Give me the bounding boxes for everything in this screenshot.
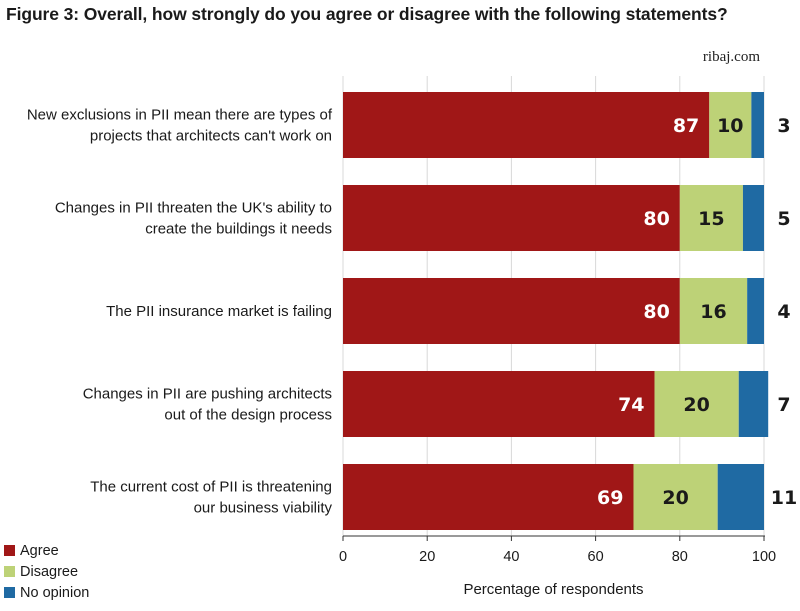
chart-title: Figure 3: Overall, how strongly do you a… bbox=[6, 4, 728, 24]
source-credit: ribaj.com bbox=[702, 49, 760, 65]
bar-agree-0 bbox=[343, 92, 710, 158]
bar-agree-3 bbox=[343, 371, 655, 437]
bar-no-opinion-4 bbox=[717, 464, 764, 530]
bar-agree-4 bbox=[343, 464, 634, 530]
value-label-agree-2: 80 bbox=[643, 301, 669, 323]
bar-disagree-0 bbox=[709, 92, 752, 158]
category-label-3-0: Changes in PII are pushing architects bbox=[83, 386, 332, 403]
bar-agree-2 bbox=[343, 278, 680, 344]
x-axis-title: Percentage of respondents bbox=[463, 581, 643, 598]
value-label-disagree-4: 20 bbox=[662, 487, 688, 509]
legend: Agree Disagree No opinion bbox=[4, 540, 89, 603]
x-tick-label-0: 0 bbox=[339, 549, 347, 565]
x-tick-label-100: 100 bbox=[752, 549, 776, 565]
bar-disagree-3 bbox=[654, 371, 739, 437]
x-tick-label-80: 80 bbox=[672, 549, 688, 565]
bar-disagree-4 bbox=[633, 464, 718, 530]
value-label-disagree-2: 16 bbox=[700, 301, 726, 323]
value-label-no-opinion-0: 3 bbox=[777, 115, 790, 137]
legend-label-no-opinion: No opinion bbox=[20, 584, 90, 601]
legend-item-agree: Agree bbox=[4, 540, 89, 561]
category-label-1-1: create the buildings it needs bbox=[145, 221, 332, 238]
legend-label-disagree: Disagree bbox=[20, 563, 79, 580]
legend-item-no-opinion: No opinion bbox=[4, 582, 89, 603]
category-label-0-1: projects that architects can't work on bbox=[90, 128, 332, 145]
bar-no-opinion-3 bbox=[738, 371, 769, 437]
category-label-0-0: New exclusions in PII mean there are typ… bbox=[27, 107, 333, 124]
bar-disagree-1 bbox=[679, 185, 743, 251]
legend-swatch-agree bbox=[4, 545, 15, 556]
legend-swatch-disagree bbox=[4, 566, 15, 577]
category-label-4-1: our business viability bbox=[194, 500, 333, 517]
category-label-1-0: Changes in PII threaten the UK's ability… bbox=[55, 200, 332, 217]
bar-agree-1 bbox=[343, 185, 680, 251]
value-label-agree-0: 87 bbox=[673, 115, 699, 137]
value-label-disagree-3: 20 bbox=[683, 394, 709, 416]
value-label-disagree-1: 15 bbox=[698, 208, 724, 230]
legend-label-agree: Agree bbox=[20, 542, 59, 559]
value-label-no-opinion-1: 5 bbox=[777, 208, 790, 230]
x-tick-label-60: 60 bbox=[588, 549, 604, 565]
bar-no-opinion-0 bbox=[751, 92, 764, 158]
x-tick-label-40: 40 bbox=[503, 549, 519, 565]
value-label-agree-3: 74 bbox=[618, 394, 644, 416]
category-label-4-0: The current cost of PII is threatening bbox=[90, 479, 332, 496]
legend-item-disagree: Disagree bbox=[4, 561, 89, 582]
category-label-2-0: The PII insurance market is failing bbox=[106, 303, 332, 320]
bar-no-opinion-1 bbox=[742, 185, 764, 251]
value-label-no-opinion-3: 7 bbox=[777, 394, 790, 416]
category-label-3-1: out of the design process bbox=[164, 407, 332, 424]
value-label-agree-4: 69 bbox=[597, 487, 623, 509]
bar-disagree-2 bbox=[679, 278, 748, 344]
legend-swatch-no-opinion bbox=[4, 587, 15, 598]
bar-no-opinion-2 bbox=[747, 278, 764, 344]
value-label-no-opinion-4: 11 bbox=[771, 487, 797, 509]
value-label-agree-1: 80 bbox=[643, 208, 669, 230]
value-label-disagree-0: 10 bbox=[717, 115, 743, 137]
x-tick-label-20: 20 bbox=[419, 549, 435, 565]
value-label-no-opinion-2: 4 bbox=[777, 301, 790, 323]
